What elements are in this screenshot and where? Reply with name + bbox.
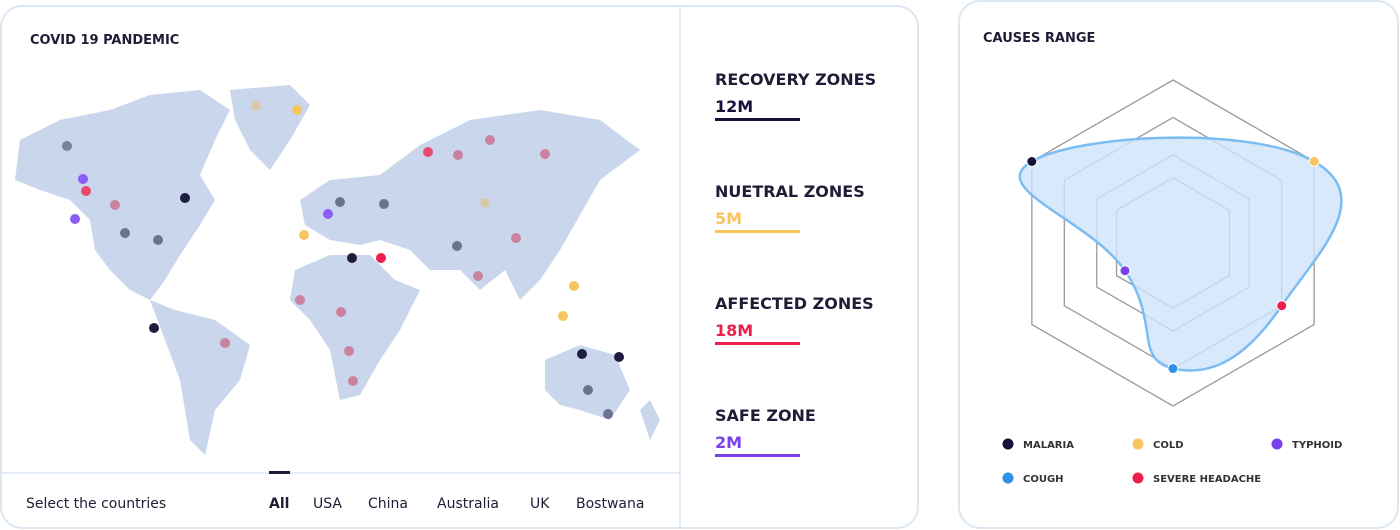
marker: [379, 199, 389, 209]
marker: [452, 241, 462, 251]
world-map: [15, 85, 660, 455]
marker: [149, 323, 159, 333]
marker: [299, 230, 309, 240]
zone-underline: [715, 342, 800, 345]
chart-title: CAUSES RANGE: [983, 31, 1096, 46]
marker: [473, 271, 483, 281]
marker: [251, 101, 261, 111]
marker: [583, 385, 593, 395]
legend-label: COUGH: [1023, 474, 1064, 485]
zone-label: NUETRAL ZONES: [715, 182, 865, 201]
marker: [220, 338, 230, 348]
marker: [323, 209, 333, 219]
filter-tab[interactable]: Bostwana: [576, 496, 645, 512]
marker: [453, 150, 463, 160]
legend-label: MALARIA: [1023, 440, 1074, 451]
zone-value: 2M: [715, 433, 743, 452]
marker: [336, 307, 346, 317]
marker: [577, 349, 587, 359]
filter-tab[interactable]: Australia: [437, 496, 499, 512]
marker: [511, 233, 521, 243]
marker: [347, 253, 357, 263]
marker: [485, 135, 495, 145]
marker: [614, 352, 624, 362]
legend-swatch: [1132, 438, 1144, 450]
map-markers: [62, 101, 624, 419]
zone-underline: [715, 454, 800, 457]
marker: [78, 174, 88, 184]
marker: [480, 198, 490, 208]
filter-label: Select the countries: [26, 496, 167, 512]
zone-underline: [715, 230, 800, 233]
radar-area: [1018, 136, 1343, 372]
radar-point: [1119, 265, 1131, 277]
marker: [569, 281, 579, 291]
marker: [70, 214, 80, 224]
marker: [180, 193, 190, 203]
zone-label: RECOVERY ZONES: [715, 70, 877, 89]
zone-value: 18M: [715, 321, 754, 340]
marker: [335, 197, 345, 207]
marker: [558, 311, 568, 321]
filter-tab[interactable]: All: [269, 496, 290, 512]
marker: [153, 235, 163, 245]
zone: AFFECTED ZONES 18M: [715, 294, 874, 345]
marker: [295, 295, 305, 305]
zone-value: 12M: [715, 97, 754, 116]
zone-label: AFFECTED ZONES: [715, 294, 874, 313]
marker: [540, 149, 550, 159]
marker: [62, 141, 72, 151]
zone-label: SAFE ZONE: [715, 406, 816, 425]
marker: [120, 228, 130, 238]
filter-tab[interactable]: USA: [313, 496, 342, 512]
tab-indicator: [269, 471, 290, 474]
radar-point: [1276, 300, 1288, 312]
marker: [423, 147, 433, 157]
radar-chart: MALARIA COLD TYPHOID COUGH SEVERE HEADACHE: [1002, 79, 1343, 485]
zone-underline: [715, 118, 800, 121]
zone: NUETRAL ZONES 5M: [715, 182, 865, 233]
radar-point: [1308, 156, 1320, 167]
marker: [348, 376, 358, 386]
legend-swatch: [1002, 472, 1014, 484]
marker: [376, 253, 386, 263]
marker: [81, 186, 91, 196]
filter-tab[interactable]: UK: [530, 496, 550, 512]
radar-point: [1167, 363, 1179, 375]
legend-label: TYPHOID: [1292, 440, 1342, 451]
legend-swatch: [1132, 472, 1144, 484]
legend-label: COLD: [1153, 440, 1184, 451]
marker: [344, 346, 354, 356]
legend-label: SEVERE HEADACHE: [1153, 474, 1261, 485]
map-title: COVID 19 PANDEMIC: [30, 33, 180, 48]
marker: [603, 409, 613, 419]
legend-swatch: [1002, 438, 1014, 450]
zone: SAFE ZONE 2M: [715, 406, 816, 457]
filter-tab[interactable]: China: [368, 496, 408, 512]
radar-point: [1026, 156, 1038, 167]
zone-value: 5M: [715, 209, 743, 228]
legend-swatch: [1271, 438, 1283, 450]
marker: [292, 105, 302, 115]
marker: [110, 200, 120, 210]
zone: RECOVERY ZONES 12M: [715, 70, 876, 121]
